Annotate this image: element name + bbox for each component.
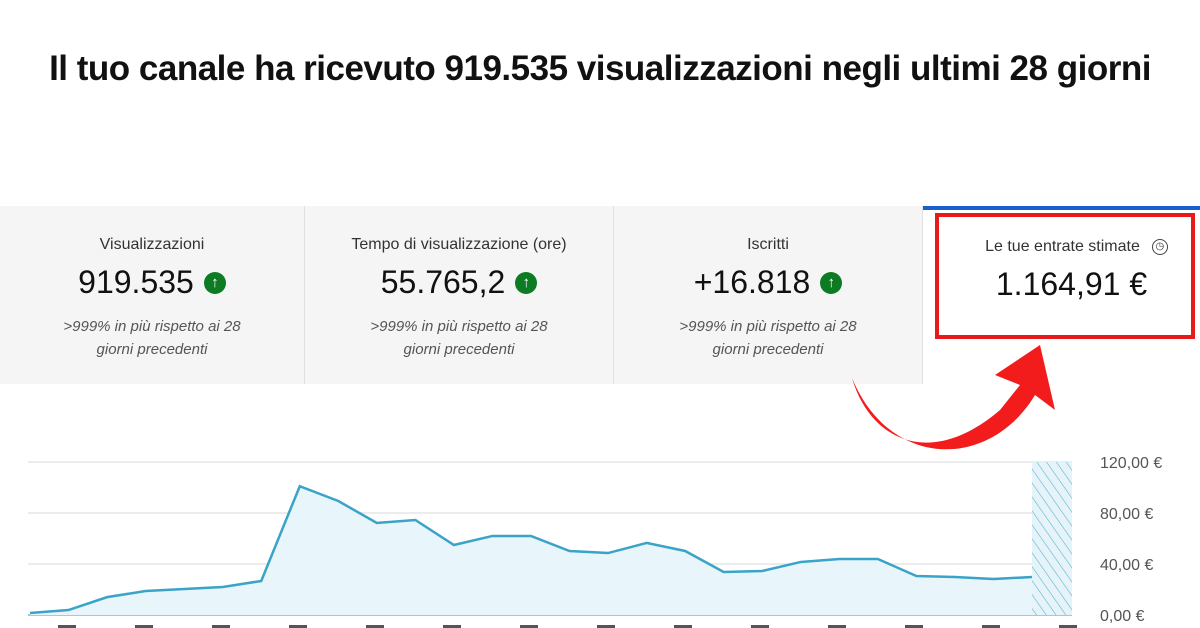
arrow-up-icon: ↑ [515, 271, 538, 294]
card-label: Tempo di visualizzazione (ore) [351, 236, 567, 253]
card-value: +16.818 [693, 264, 811, 300]
arrow-up-icon: ↑ [820, 271, 843, 294]
x-tick-marker [828, 625, 846, 628]
card-watch-time[interactable]: Tempo di visualizzazione (ore) 55.765,2 ↑… [305, 206, 614, 384]
card-label: Visualizzazioni [99, 236, 205, 253]
x-tick-marker [135, 625, 153, 628]
card-value: 55.765,2 [380, 264, 506, 300]
y-tick-label: 0,00 € [1100, 608, 1145, 625]
x-tick-marker [674, 625, 692, 628]
curved-arrow [852, 345, 1055, 450]
card-subscribers[interactable]: Iscritti +16.818 ↑ >999% in più rispetto … [614, 206, 923, 384]
partial-data-hatch [1032, 462, 1072, 615]
clock-icon: ◷ [1151, 239, 1168, 255]
y-tick-label: 80,00 € [1100, 506, 1153, 523]
x-tick-marker [443, 625, 461, 628]
y-tick-label: 120,00 € [1100, 455, 1162, 472]
card-views[interactable]: Visualizzazioni 919.535 ↑ >999% in più ri… [0, 206, 305, 384]
card-value: 1.164,91 € [995, 266, 1148, 302]
x-tick-marker [597, 625, 615, 628]
metric-cards: Visualizzazioni 919.535 ↑ >999% in più ri… [0, 206, 1200, 384]
x-tick-marker [289, 625, 307, 628]
card-note: >999% in più rispetto ai 28 giorni prece… [63, 318, 241, 358]
x-tick-marker [520, 625, 538, 628]
card-value: 919.535 [78, 264, 194, 300]
card-label: Le tue entrate stimate [985, 238, 1140, 255]
card-note: >999% in più rispetto ai 28 giorni prece… [370, 318, 548, 358]
x-tick-marker [212, 625, 230, 628]
x-tick-marker [982, 625, 1000, 628]
card-revenue[interactable]: Le tue entrate stimate ◷ 1.164,91 € [923, 206, 1200, 384]
x-tick-marker [366, 625, 384, 628]
arrow-up-icon: ↑ [203, 271, 226, 294]
card-note: >999% in più rispetto ai 28 giorni prece… [679, 318, 857, 358]
highlight-box [935, 213, 1195, 339]
x-tick-marker [1059, 625, 1077, 628]
card-label: Iscritti [747, 236, 789, 253]
series-area [30, 486, 1032, 615]
x-tick-marker [905, 625, 923, 628]
x-tick-marker [751, 625, 769, 628]
y-tick-label: 40,00 € [1100, 557, 1153, 574]
x-tick-marker [58, 625, 76, 628]
page-title: Il tuo canale ha ricevuto 919.535 visual… [49, 49, 1151, 88]
